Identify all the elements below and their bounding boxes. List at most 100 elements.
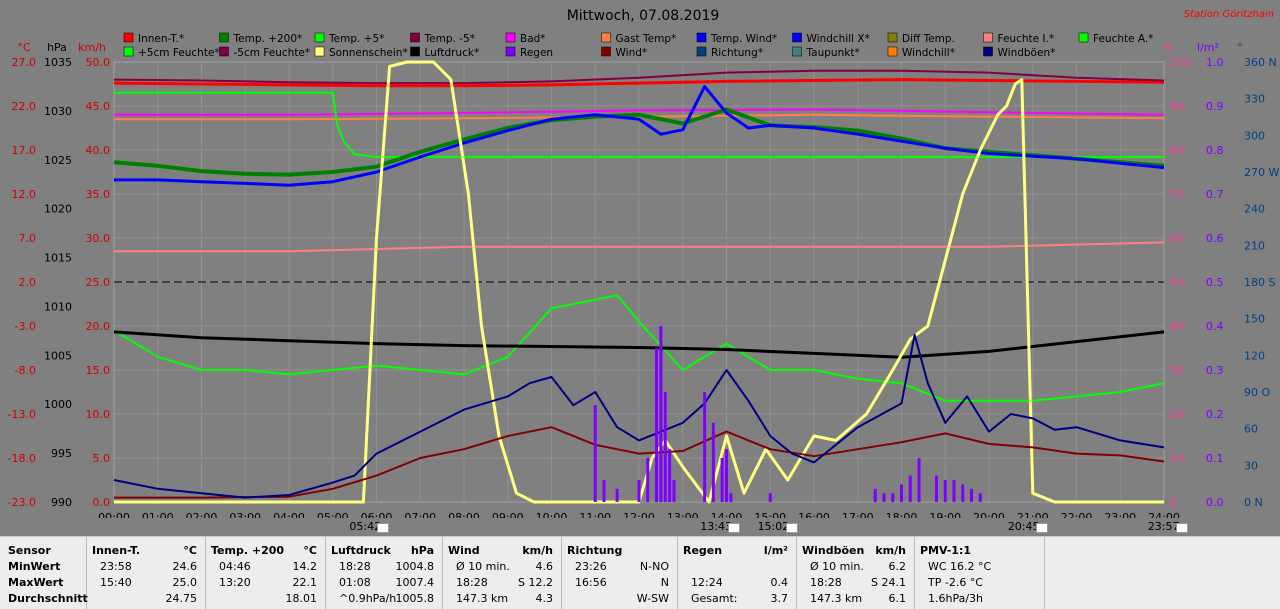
rain-bar	[593, 405, 597, 502]
stats-cell-value: 14.2	[292, 560, 318, 573]
legend-label: Windböen*	[998, 47, 1056, 59]
legend-swatch	[410, 46, 420, 57]
percent-tick-label: 80	[1170, 144, 1184, 157]
stats-cell-time: Gesamt:	[691, 592, 738, 605]
stats-cell-time: 18:28	[456, 576, 488, 589]
stats-cell-time: 23:26	[575, 560, 607, 573]
series-line	[114, 108, 1165, 116]
hpa-tick-label: 1015	[44, 252, 72, 265]
stats-section: Innen-T. °C 23:58 24.6 15:40 25.0 24.75	[86, 537, 206, 609]
stats-section: Luftdruck hPa 18:28 1004.8 01:08 1007.4 ^0.9hP…	[325, 537, 443, 609]
rain-bar	[725, 449, 728, 502]
percent-tick-label: 0	[1170, 496, 1177, 509]
hpa-tick-label: 1030	[44, 105, 72, 118]
time-marker-flag	[1175, 523, 1188, 533]
lm2-tick-label: 0.8	[1206, 144, 1224, 157]
chart-title: Mittwoch, 07.08.2019	[567, 8, 720, 24]
legend-swatch	[696, 46, 707, 57]
lm2-tick-label: 0.9	[1206, 100, 1224, 113]
left-axis-ticks: 27.0 22.0 17.0 12.0 7.0 2.0 -3.0 -8.0 -13.0 -18.0…	[8, 56, 110, 509]
stats-section: Richtung 23:26 N-NO 16:56 N W-SW	[561, 537, 678, 609]
kmh-tick-label: 35.0	[86, 188, 111, 201]
kmh-tick-label: 0.0	[93, 496, 111, 509]
hpa-tick-label: 1025	[44, 154, 72, 167]
stats-cell-value: 24.6	[172, 560, 198, 573]
legend-label: Windchill X*	[807, 33, 870, 45]
series-line	[113, 69, 1165, 85]
legend-swatch	[696, 32, 707, 43]
rain-bar	[978, 493, 982, 502]
stats-section-title: Temp. +200	[211, 544, 285, 557]
stats-section-title: Innen-T.	[92, 544, 141, 557]
percent-tick-label: 40	[1170, 320, 1184, 333]
legend-swatch	[792, 46, 802, 57]
axis-title: l/m²	[1197, 41, 1219, 54]
x-tick-label: 07:00	[404, 511, 436, 518]
rain-bar	[615, 488, 619, 502]
stats-cell-value: 18.01	[285, 592, 318, 605]
time-marker-flag	[1035, 523, 1048, 533]
stats-section: Wind km/h Ø 10 min. 4.6 18:28 S 12.2 147.3 km 4…	[442, 537, 562, 609]
x-tick-label: 20:00	[973, 511, 1005, 518]
series-line	[114, 85, 1165, 187]
legend-label: Wind*	[616, 47, 648, 59]
series-line	[113, 330, 1165, 359]
direction-tick-label: 180 S	[1244, 276, 1275, 289]
rain-bar	[891, 493, 895, 502]
legend-label: Bad*	[520, 33, 546, 45]
rain-bar	[663, 392, 667, 502]
kmh-tick-label: 45.0	[86, 100, 111, 113]
x-tick-label: 18:00	[886, 511, 918, 518]
stats-section-unit: °C	[303, 544, 317, 557]
lm2-tick-label: 0.7	[1206, 188, 1224, 201]
rain-bar	[711, 422, 715, 502]
stats-row-label: MinWert	[8, 560, 61, 573]
rain-bar	[961, 484, 965, 502]
legend-label: Sonnenschein*	[329, 47, 408, 59]
stats-section-title: Wind	[448, 544, 480, 557]
legend-swatch	[887, 32, 898, 43]
legend-swatch	[983, 32, 993, 43]
direction-tick-label: 90 O	[1244, 386, 1270, 399]
legend-swatch	[314, 32, 325, 43]
hpa-tick-label: 1000	[44, 398, 72, 411]
kmh-tick-label: 5.0	[93, 452, 111, 465]
celsius-tick-label: 22.0	[12, 100, 37, 113]
legend-swatch	[123, 32, 134, 43]
legend-swatch	[219, 32, 229, 43]
stats-cell-value: N-NO	[639, 560, 669, 573]
stats-cell-time: 18:28	[339, 560, 371, 573]
stats-cell-value: 1005.8	[395, 592, 435, 605]
direction-tick-label: 30	[1244, 459, 1258, 472]
celsius-tick-label: 27.0	[12, 56, 37, 69]
rain-bar	[646, 458, 650, 502]
x-tick-label: 08:00	[448, 511, 480, 518]
legend-label: Luftdruck*	[425, 47, 480, 59]
celsius-tick-label: -13.0	[8, 408, 36, 421]
x-tick-label: 24:00	[1148, 511, 1180, 518]
kmh-tick-label: 15.0	[86, 364, 111, 377]
legend-label: Regen	[520, 47, 553, 59]
x-tick-label: 04:00	[273, 511, 305, 518]
hpa-tick-label: 1005	[44, 349, 72, 362]
stats-cell-value: S 24.1	[871, 576, 906, 589]
legend: Innen-T.* Temp. +200* Temp. +5* Temp. -5* Ba…	[123, 32, 1154, 59]
stats-section: Regen l/m² 12:24 0.4 Gesamt: 3.7	[677, 537, 797, 609]
stats-cell-value: 3.7	[770, 592, 789, 605]
legend-swatch	[314, 46, 325, 57]
rain-bar	[672, 480, 676, 502]
x-tick-label: 21:00	[1017, 511, 1049, 518]
direction-tick-label: 150	[1244, 313, 1265, 326]
axis-title: °C	[17, 41, 31, 54]
x-axis-ticks: 00:00 01:00 02:00 03:00 04:00 05:00 06:00 07:00…	[98, 511, 1180, 518]
legend-label: Innen-T.*	[138, 33, 184, 45]
legend-swatch	[1078, 32, 1089, 43]
stats-section: PMV-1:1 WC 16.2 °C TP -2.6 °C 1.6hPa/3h	[914, 537, 1045, 609]
rain-bar	[970, 488, 973, 502]
x-tick-label: 06:00	[361, 511, 393, 518]
legend-swatch	[601, 32, 611, 43]
x-tick-label: 15:00	[754, 511, 786, 518]
stats-section-unit: l/m²	[763, 544, 788, 557]
kmh-tick-label: 40.0	[86, 144, 111, 157]
legend-label: Gast Temp*	[616, 33, 677, 45]
